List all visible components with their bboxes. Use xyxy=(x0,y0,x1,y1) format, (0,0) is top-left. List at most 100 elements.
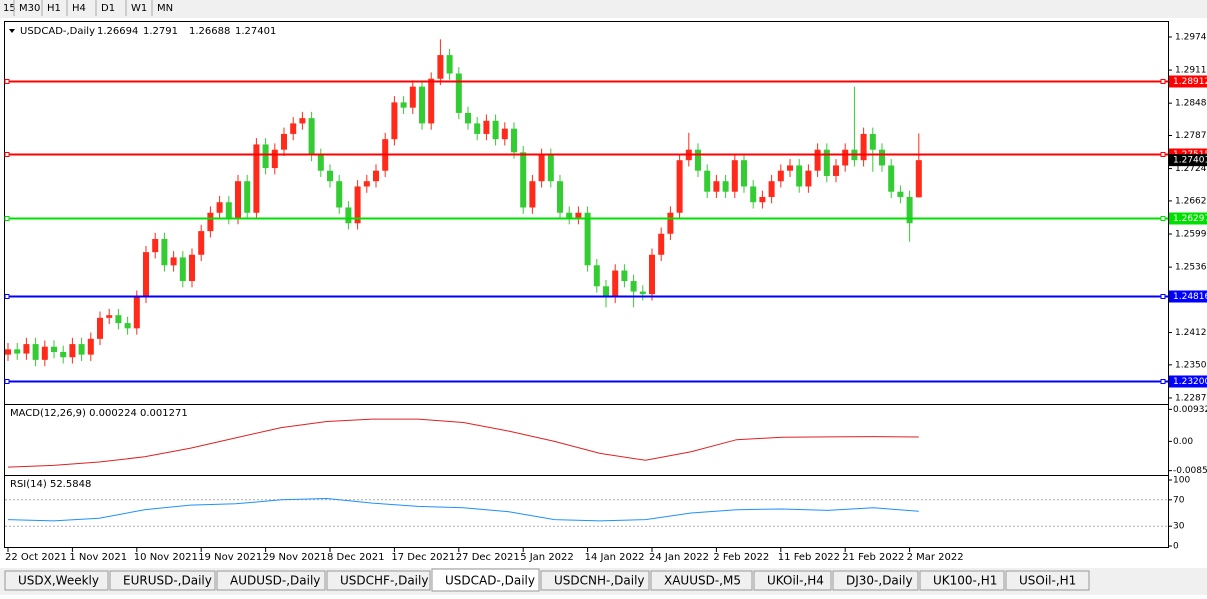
tab-label[interactable]: UK100-,H1 xyxy=(933,574,997,588)
timeframe-button[interactable]: 15 xyxy=(3,3,16,14)
candle-body xyxy=(676,160,683,213)
tab[interactable] xyxy=(832,570,919,591)
tab-label[interactable]: EURUSD-,Daily xyxy=(123,574,212,588)
timeframe-button[interactable]: M30 xyxy=(19,3,40,14)
timeframe-button[interactable]: H1 xyxy=(47,3,61,14)
candle-body xyxy=(262,144,269,169)
candle-body xyxy=(529,181,536,208)
tab-label[interactable]: USDX,Weekly xyxy=(18,574,99,588)
candle-body xyxy=(170,257,177,266)
candle-body xyxy=(336,181,343,208)
candle-body xyxy=(400,102,407,108)
dropdown-arrow[interactable] xyxy=(9,29,15,33)
level-handle[interactable] xyxy=(1160,79,1166,84)
level-handle[interactable] xyxy=(4,152,10,157)
candle-body xyxy=(271,149,278,169)
level-handle[interactable] xyxy=(4,216,10,221)
level-price-label: 1.24816 xyxy=(1173,292,1207,302)
candle-body xyxy=(373,170,379,182)
rsi-label: RSI(14) 52.5848 xyxy=(10,479,91,490)
y-tick-label: 70 xyxy=(1173,495,1185,505)
level-price-label: 1.26297 xyxy=(1173,214,1207,224)
level-handle[interactable] xyxy=(1160,152,1166,157)
candle-body xyxy=(474,123,481,134)
candle-body xyxy=(658,233,665,255)
candle-body xyxy=(41,346,48,360)
ohlc-value: 1.26688 xyxy=(189,26,230,37)
level-handle[interactable] xyxy=(1160,216,1166,221)
candle-body xyxy=(520,152,527,208)
level-handle[interactable] xyxy=(4,294,10,299)
candle-body xyxy=(235,181,241,218)
y-tick-label: 1.29745 xyxy=(1175,32,1207,42)
ohlc-value: 1.27401 xyxy=(235,26,276,37)
candle-body xyxy=(575,212,582,218)
tab[interactable] xyxy=(1005,570,1090,591)
candle-body xyxy=(106,315,113,318)
tab-label[interactable]: AUDUSD-,Daily xyxy=(230,574,320,588)
tab-label[interactable]: DJ30-,Daily xyxy=(846,574,913,588)
tab-label[interactable]: XAUUSD-,M5 xyxy=(664,574,741,588)
candle-body xyxy=(906,196,913,224)
candle-body xyxy=(133,296,140,329)
level-price-box xyxy=(1169,290,1207,303)
x-tick-label: 22 Oct 2021 xyxy=(5,552,67,563)
candle-body xyxy=(621,270,628,282)
tab-label[interactable]: USDCAD-,Daily xyxy=(445,574,535,588)
tab[interactable] xyxy=(216,570,326,591)
tab[interactable] xyxy=(919,570,1005,591)
candle-body xyxy=(704,170,711,192)
candle-body xyxy=(777,170,784,182)
candle-body xyxy=(833,165,839,176)
candle-body xyxy=(446,55,453,74)
timeframe-button[interactable]: MN xyxy=(157,3,173,14)
level-handle[interactable] xyxy=(4,79,10,84)
y-tick-label: 1.25995 xyxy=(1175,230,1207,240)
tab-label[interactable]: USDCHF-,Daily xyxy=(340,574,428,588)
candle-body xyxy=(455,73,462,113)
tab[interactable] xyxy=(753,570,832,591)
level-price-label: 1.28912 xyxy=(1173,77,1207,87)
level-handle[interactable] xyxy=(1160,379,1166,384)
tab[interactable] xyxy=(540,570,650,591)
candle-body xyxy=(538,154,545,182)
candle-body xyxy=(437,55,444,79)
tab-label[interactable]: UKOil-,H4 xyxy=(767,574,824,588)
timeframe-button[interactable]: H4 xyxy=(72,3,86,14)
candle-body xyxy=(124,323,131,329)
candle-body xyxy=(603,286,609,297)
candle-body xyxy=(363,181,370,187)
tab-label[interactable]: USDCNH-,Daily xyxy=(554,574,645,588)
timeframe-button[interactable]: D1 xyxy=(101,3,115,14)
candle-body xyxy=(69,344,76,358)
y-tick-label: 0.00 xyxy=(1173,437,1193,447)
level-handle[interactable] xyxy=(4,379,10,384)
tab-label[interactable]: USOil-,H1 xyxy=(1019,574,1076,588)
candle-body xyxy=(419,86,425,124)
candle-body xyxy=(511,128,517,153)
candle-body xyxy=(584,212,591,266)
y-tick-label: 0 xyxy=(1173,542,1179,552)
timeframe-button[interactable]: W1 xyxy=(131,3,147,14)
y-tick-label: 1.28485 xyxy=(1175,99,1207,109)
level-price-label: 1.23200 xyxy=(1173,377,1207,387)
candle-body xyxy=(547,154,554,182)
candle-body xyxy=(639,291,646,295)
y-tick-label: 0.00932 xyxy=(1173,405,1207,415)
tab[interactable] xyxy=(4,570,109,591)
level-handle[interactable] xyxy=(1160,294,1166,299)
tab[interactable] xyxy=(109,570,216,591)
candle-body xyxy=(750,186,757,203)
candle-body xyxy=(465,112,471,124)
y-tick-label: 1.25365 xyxy=(1175,263,1207,273)
y-tick-label: 100 xyxy=(1173,476,1190,486)
ohlc-value: 1.2791 xyxy=(143,26,178,37)
tab[interactable] xyxy=(650,570,753,591)
tab[interactable] xyxy=(431,568,540,592)
candle-body xyxy=(879,149,885,166)
candle-body xyxy=(161,239,168,266)
candle-body xyxy=(695,149,701,171)
chart-header: USDCAD-,Daily xyxy=(20,26,95,37)
tab[interactable] xyxy=(326,570,431,591)
